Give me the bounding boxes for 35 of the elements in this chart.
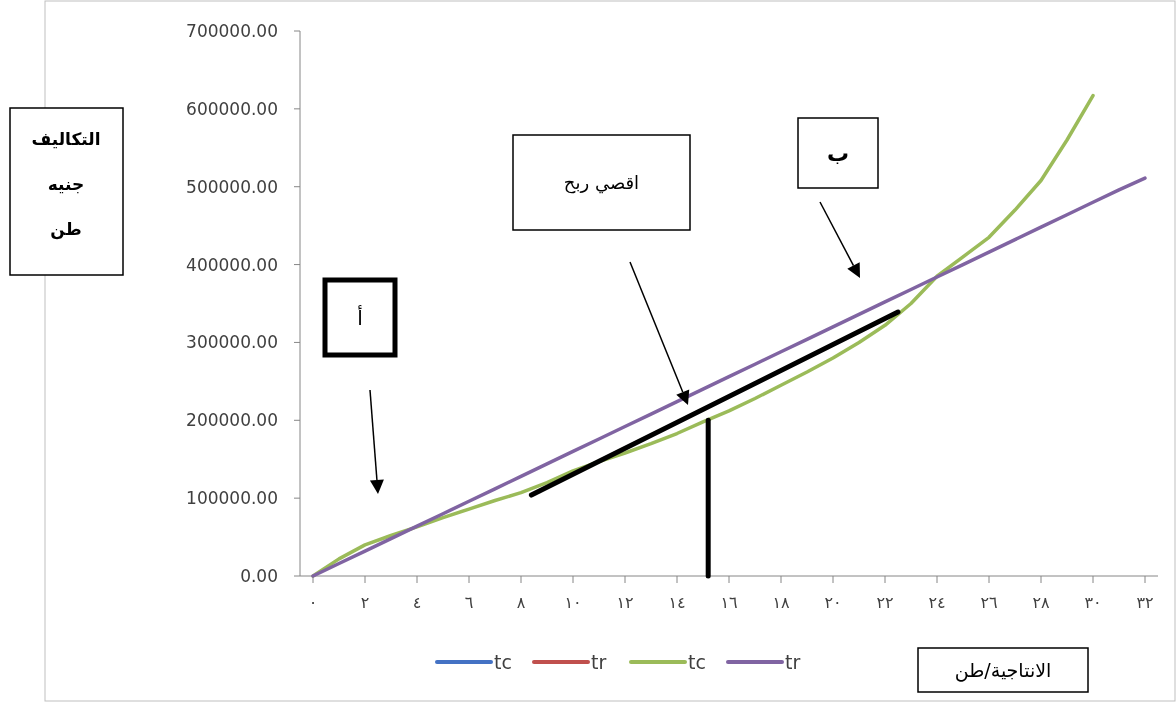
x-tick-label: ١٠ (564, 593, 582, 612)
legend-label: tr (591, 650, 607, 673)
x-tick-label: ١٤ (668, 593, 686, 612)
x-tick-label: ١٢ (616, 593, 634, 612)
x-tick-label: ٢٨ (1032, 593, 1050, 612)
line-series (311, 176, 1147, 578)
legend-label: tr (785, 650, 801, 673)
x-tick-label: ٢٦ (980, 593, 998, 612)
annotation: اقصي ربح (563, 171, 640, 194)
x-axis-title: الانتاجية/طن (954, 658, 1052, 682)
x-tick-label: ٣٢ (1136, 593, 1154, 612)
x-tick-label: ١٦ (720, 593, 738, 612)
x-tick-label: ٢ (360, 593, 370, 612)
x-tick-label: ٠ (308, 593, 318, 612)
y-tick-label: 500000.00 (186, 176, 278, 197)
text: التكاليف جنيه طن (31, 129, 101, 239)
y-tick-label: 300000.00 (186, 332, 278, 353)
legend-label: tc (494, 650, 512, 673)
annotation: ب (826, 140, 850, 166)
y-tick-label: 700000.00 (186, 20, 278, 41)
x-tick-label: ٨ (516, 593, 526, 612)
legend-label: tc (688, 650, 706, 673)
x-tick-label: ٢٤ (928, 593, 946, 612)
annotation: أ (357, 304, 363, 330)
x-tick-label: ١٨ (772, 593, 790, 612)
y-tick-label: 200000.00 (186, 410, 278, 431)
x-tick-label: ٣٠ (1084, 593, 1102, 612)
y-tick-label: 600000.00 (186, 98, 278, 119)
x-tick-label: ٢٠ (824, 593, 842, 612)
y-tick-label: 0.00 (240, 565, 278, 586)
y-tick-label: 100000.00 (186, 488, 278, 509)
x-tick-label: ٤ (412, 593, 422, 612)
x-tick-label: ٦ (464, 593, 474, 612)
y-tick-label: 400000.00 (186, 254, 278, 275)
x-tick-label: ٢٢ (876, 593, 894, 612)
